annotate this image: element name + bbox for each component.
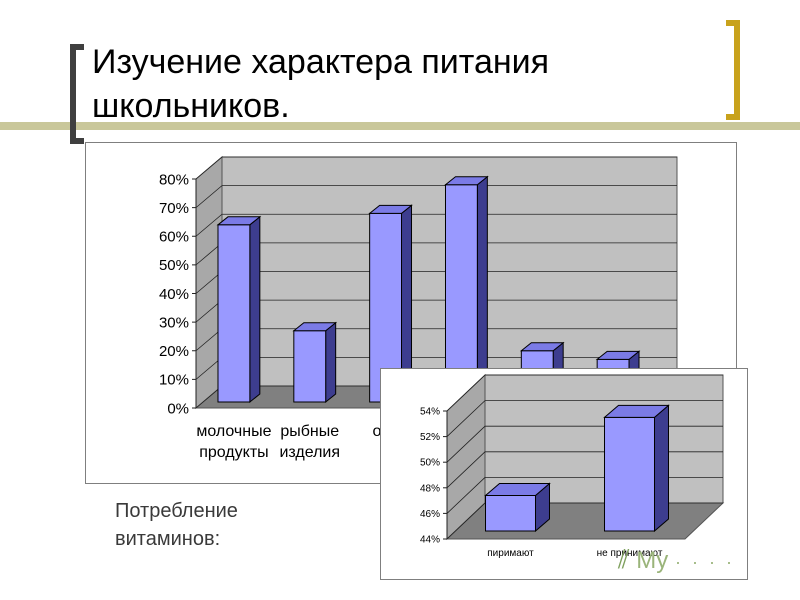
main-chart-ytick-label: 10% [159, 372, 189, 389]
main-chart-bar-top [444, 176, 489, 186]
vitamins-caption: Потребление витаминов: [115, 500, 238, 550]
inset-chart-bar [604, 416, 655, 532]
inset-chart-ytick-label: 52% [420, 432, 440, 443]
inset-chart-ytick-label: 50% [420, 458, 440, 469]
main-chart-ytick-label: 30% [159, 314, 189, 331]
main-chart-bar-side [325, 321, 337, 404]
main-chart-bar-top [368, 204, 413, 214]
left-bracket-decoration [70, 44, 84, 144]
main-chart-category-label: молочные [196, 423, 271, 440]
main-chart-ytick-label: 40% [159, 286, 189, 303]
inset-chart-bar-top [603, 404, 670, 418]
slide-title: Изучение характера питания школьников. [92, 43, 550, 125]
main-chart-ytick-label: 70% [159, 200, 189, 217]
main-chart-gridline [195, 156, 677, 180]
inset-chart-ytick-label: 54% [420, 407, 440, 418]
watermark-dots: · · · · [674, 552, 735, 572]
main-chart-gridline [195, 185, 677, 208]
main-chart-ytick-label: 80% [159, 171, 189, 188]
inset-chart-svg: 44% 46% 48% 50% 52% 54% пиримают не принимают [420, 373, 725, 559]
main-chart-gridline [195, 213, 677, 237]
main-chart-bar-side [249, 215, 261, 404]
inset-chart-gridline [446, 400, 723, 437]
inset-chart-category-label: пиримают [487, 548, 534, 559]
main-chart-bar-top [292, 322, 338, 332]
main-chart-category-label: продукты [199, 444, 268, 461]
main-chart-bar-top [216, 216, 262, 226]
main-chart-bar [444, 184, 478, 403]
watermark-text: My [636, 547, 669, 574]
main-chart-ytick-label: 0% [167, 400, 189, 417]
main-chart-bar-top [595, 350, 641, 360]
decorative-line [0, 122, 800, 130]
watermark: ⫽ My · · · · [618, 544, 735, 576]
inset-chart-gridline [446, 374, 723, 412]
inset-chart: 44% 46% 48% 50% 52% 54% пиримают не принимают [380, 368, 748, 580]
inset-chart-bar [485, 494, 536, 532]
main-chart-bar [293, 330, 327, 403]
right-bracket-decoration [726, 20, 740, 120]
main-chart-category-label: изделия [279, 444, 340, 461]
main-chart-ytick-label: 20% [159, 343, 189, 360]
inset-chart-ytick-label: 48% [420, 483, 440, 494]
watermark-logo-icon: ⫽ [618, 544, 630, 574]
inset-chart-ytick-label: 46% [420, 509, 440, 520]
main-chart-ytick-label: 60% [159, 229, 189, 246]
inset-chart-category-label: не принимают [597, 548, 663, 559]
inset-chart-ytick-label: 44% [420, 535, 440, 546]
inset-chart-bar-top [484, 482, 551, 496]
inset-chart-bar-side [653, 404, 669, 533]
main-chart-category-label: рыбные [280, 423, 339, 440]
main-chart-ytick-label: 50% [159, 257, 189, 274]
main-chart-bar-top [519, 342, 565, 352]
main-chart-bar [217, 224, 251, 403]
